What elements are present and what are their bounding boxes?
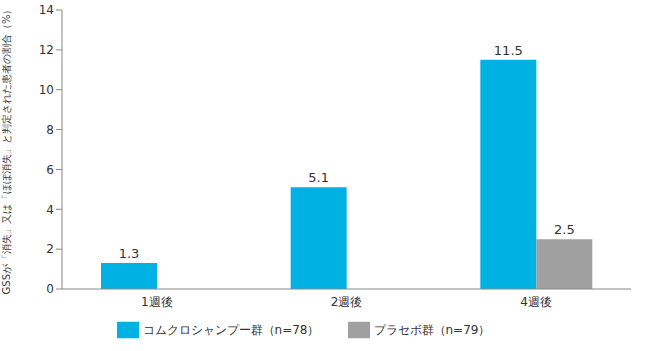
svg-text:4: 4: [46, 203, 54, 217]
svg-text:4週後: 4週後: [520, 295, 552, 309]
svg-text:8: 8: [46, 123, 54, 137]
svg-text:6: 6: [46, 163, 54, 177]
svg-text:14: 14: [39, 3, 54, 17]
svg-text:5.1: 5.1: [308, 170, 329, 185]
svg-text:11.5: 11.5: [494, 43, 523, 58]
svg-text:1週後: 1週後: [141, 295, 173, 309]
svg-text:1.3: 1.3: [119, 246, 140, 261]
svg-text:2: 2: [46, 242, 54, 256]
svg-text:12: 12: [39, 43, 54, 57]
svg-text:2.5: 2.5: [554, 222, 575, 237]
svg-text:0: 0: [46, 282, 54, 296]
html-text:プラセボ群（n=79）: プラセボ群（n=79）: [373, 322, 491, 337]
svg-text:GSSが「消失」又は「ほぼ消失」と判定された患者の割合（%）: GSSが「消失」又は「ほぼ消失」と判定された患者の割合（%）: [8, 5, 12, 295]
svg-text:10: 10: [39, 83, 54, 97]
svg-text:2週後: 2週後: [331, 295, 363, 309]
html-text:コムクロシャンプー群（n=78）: コムクロシャンプー群（n=78）: [142, 322, 320, 337]
